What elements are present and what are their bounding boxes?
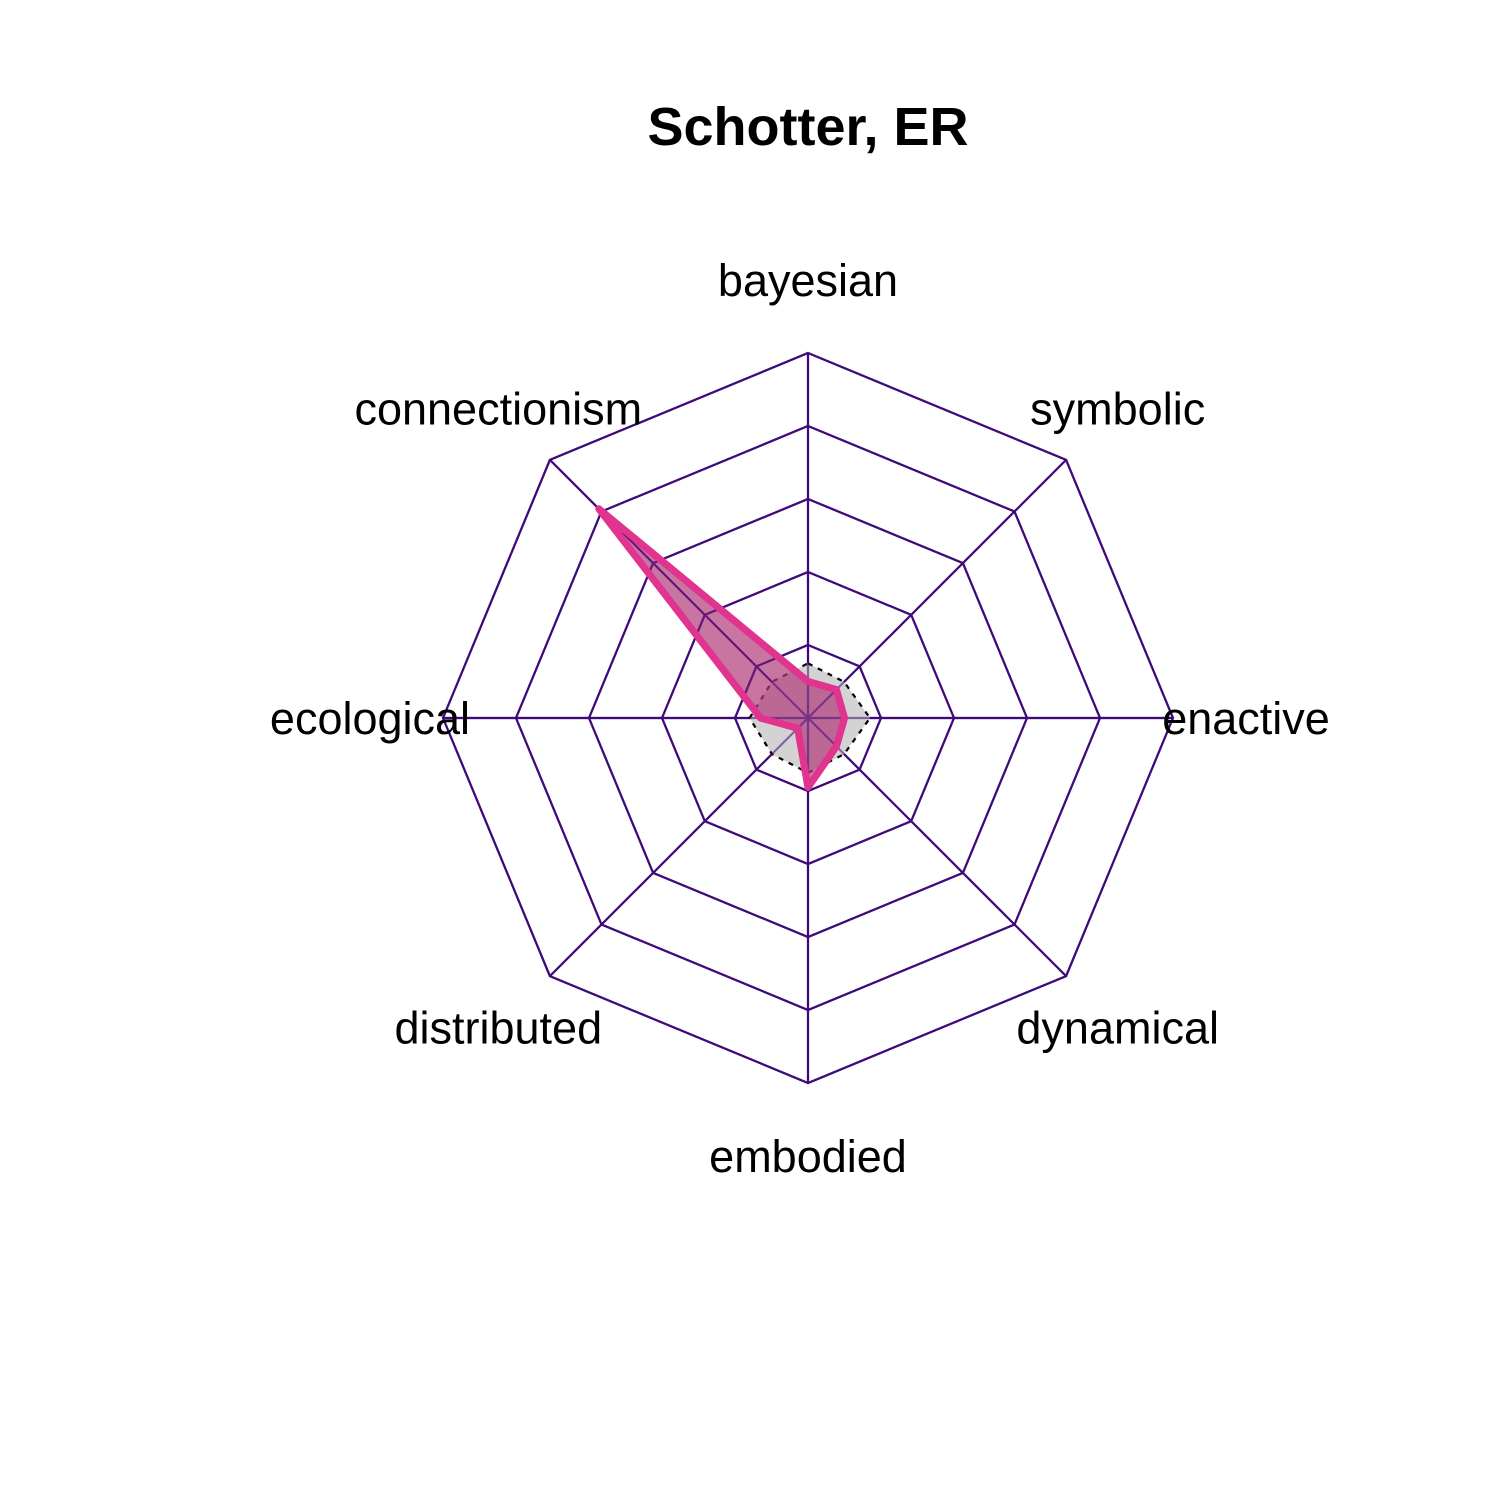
axis-label-ecological: ecological: [270, 693, 470, 744]
series-polygon: [441, 351, 1175, 1085]
axis-label-distributed: distributed: [394, 1003, 602, 1054]
grid-spoke-overlay-dynamical: [807, 717, 1067, 977]
grid-overlay: [441, 351, 1175, 1085]
axis-label-enactive: enactive: [1162, 693, 1330, 744]
grid-spoke-overlay-connectionism: [549, 459, 809, 719]
grid-spoke-overlay-distributed: [549, 717, 809, 977]
axis-label-dynamical: dynamical: [1016, 1003, 1219, 1054]
series-outline: [595, 505, 848, 791]
grid-spoke-overlay-symbolic: [807, 459, 1067, 719]
axis-label-bayesian: bayesian: [718, 255, 898, 306]
axis-label-symbolic: symbolic: [1030, 383, 1205, 434]
axis-labels: bayesian symbolic enactive dynamical embodie…: [270, 255, 1330, 1182]
axis-label-embodied: embodied: [709, 1131, 907, 1182]
axis-label-connectionism: connectionism: [354, 383, 642, 434]
chart-title: Schotter, ER: [647, 97, 968, 157]
